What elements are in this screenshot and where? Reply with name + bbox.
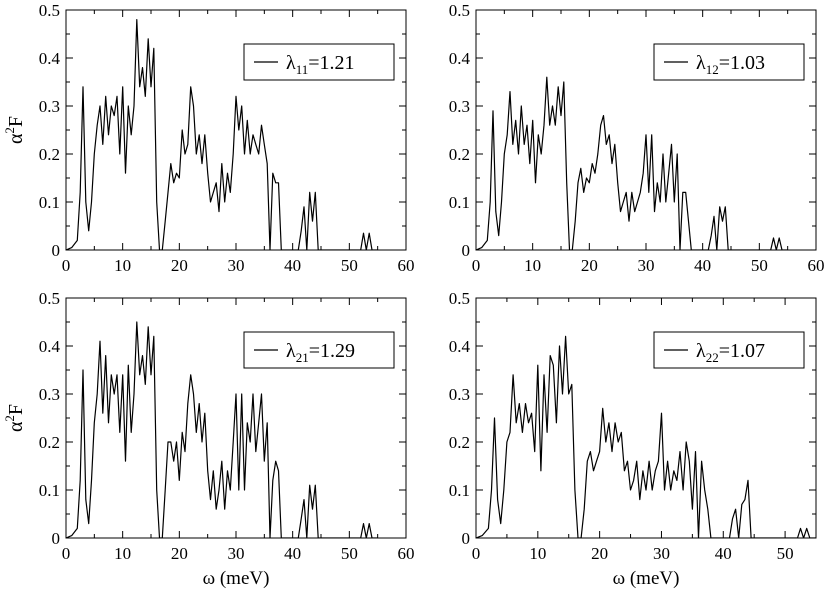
x-tick-label: 50 <box>751 256 768 275</box>
x-tick-label: 50 <box>341 544 358 563</box>
legend-label: λ11=1.21 <box>286 52 355 77</box>
legend-symbol: λ <box>286 52 296 74</box>
y-tick-label: 0.3 <box>449 97 470 116</box>
y-tick-label: 0.5 <box>449 289 470 308</box>
x-tick-label: 30 <box>228 256 245 275</box>
y-axis-label: α2F <box>2 116 27 144</box>
y-tick-label: 0.4 <box>39 337 61 356</box>
x-tick-label: 50 <box>777 544 794 563</box>
y-tick-label: 0.4 <box>449 49 471 68</box>
x-tick-label: 20 <box>581 256 598 275</box>
panel-4: 0 0.1 0.2 0.3 0.4 0.5 0 10 20 30 40 50 λ22=1.07 ω (me… <box>449 289 817 589</box>
x-tick-label: 10 <box>114 256 131 275</box>
legend: λ21=1.29 <box>243 331 395 369</box>
y-tick-label: 0.1 <box>449 481 470 500</box>
legend-value: =1.21 <box>308 52 354 74</box>
x-axis-label: ω (meV) <box>203 568 270 589</box>
x-tick-label: 40 <box>284 256 301 275</box>
y-tick-label: 0.1 <box>39 481 60 500</box>
x-tick-label: 0 <box>472 544 481 563</box>
y-tick-label: 0.2 <box>39 145 60 164</box>
y-tick-label: 0.5 <box>449 1 470 20</box>
x-tick-label: 0 <box>62 544 71 563</box>
x-tick-label: 10 <box>114 544 131 563</box>
x-tick-label: 10 <box>529 544 546 563</box>
legend-value: =1.07 <box>719 340 765 362</box>
legend: λ12=1.03 <box>653 43 805 81</box>
y-tick-label: 0.3 <box>39 97 60 116</box>
x-tick-label: 60 <box>398 544 415 563</box>
legend-symbol: λ <box>286 340 296 362</box>
x-tick-label: 10 <box>524 256 541 275</box>
x-tick-label: 20 <box>171 256 188 275</box>
legend-label: λ12=1.03 <box>696 52 765 77</box>
x-tick-label: 0 <box>62 256 71 275</box>
y-axis-label: α2F <box>2 404 27 432</box>
y-tick-label: 0.2 <box>449 145 470 164</box>
panel-1: 0 0.1 0.2 0.3 0.4 0.5 0 10 20 30 40 50 60 λ11=1.21 α2F <box>2 1 415 275</box>
x-tick-label: 30 <box>653 544 670 563</box>
y-tick-label: 0.3 <box>39 385 60 404</box>
y-tick-label: 0.4 <box>449 337 471 356</box>
x-tick-label: 40 <box>715 544 732 563</box>
x-axis-label: ω (meV) <box>613 568 680 589</box>
y-tick-label: 0.2 <box>449 433 470 452</box>
legend-value: =1.03 <box>719 52 765 74</box>
y-tick-label: 0 <box>462 241 471 260</box>
legend-subscript: 22 <box>706 350 719 365</box>
legend-subscript: 12 <box>706 62 719 77</box>
legend-symbol: λ <box>696 340 706 362</box>
series-line <box>476 76 788 250</box>
legend: λ11=1.21 <box>243 43 395 81</box>
x-tick-label: 40 <box>284 544 301 563</box>
y-tick-label: 0.1 <box>449 193 470 212</box>
x-tick-label: 60 <box>808 256 825 275</box>
legend-symbol: λ <box>696 52 706 74</box>
y-tick-label: 0.5 <box>39 289 60 308</box>
legend-value: =1.29 <box>309 340 355 362</box>
series-line <box>476 335 816 538</box>
x-tick-label: 20 <box>171 544 188 563</box>
y-tick-label: 0.4 <box>39 49 61 68</box>
x-tick-label: 20 <box>591 544 608 563</box>
y-tick-label: 0.2 <box>39 433 60 452</box>
legend-label: λ21=1.29 <box>286 340 355 365</box>
series-line <box>66 321 378 538</box>
x-tick-label: 60 <box>398 256 415 275</box>
legend-label: λ22=1.07 <box>696 340 765 365</box>
x-tick-label: 0 <box>472 256 481 275</box>
panel-3: 0 0.1 0.2 0.3 0.4 0.5 0 10 20 30 40 50 60 λ21=1.29 α2F… <box>2 289 415 589</box>
y-tick-label: 0.5 <box>39 1 60 20</box>
x-tick-label: 50 <box>341 256 358 275</box>
legend-subscript: 21 <box>296 350 309 365</box>
y-tick-label: 0.1 <box>39 193 60 212</box>
legend-subscript: 11 <box>296 62 309 77</box>
legend: λ22=1.07 <box>653 331 805 369</box>
x-tick-label: 30 <box>228 544 245 563</box>
series-line <box>66 19 378 250</box>
y-tick-label: 0.3 <box>449 385 470 404</box>
x-tick-label: 40 <box>694 256 711 275</box>
y-tick-label: 0 <box>462 529 471 548</box>
y-tick-label: 0 <box>52 241 61 260</box>
panel-2: 0 0.1 0.2 0.3 0.4 0.5 0 10 20 30 40 50 60 λ12=1.03 <box>449 1 825 275</box>
y-tick-label: 0 <box>52 529 61 548</box>
x-tick-label: 30 <box>638 256 655 275</box>
